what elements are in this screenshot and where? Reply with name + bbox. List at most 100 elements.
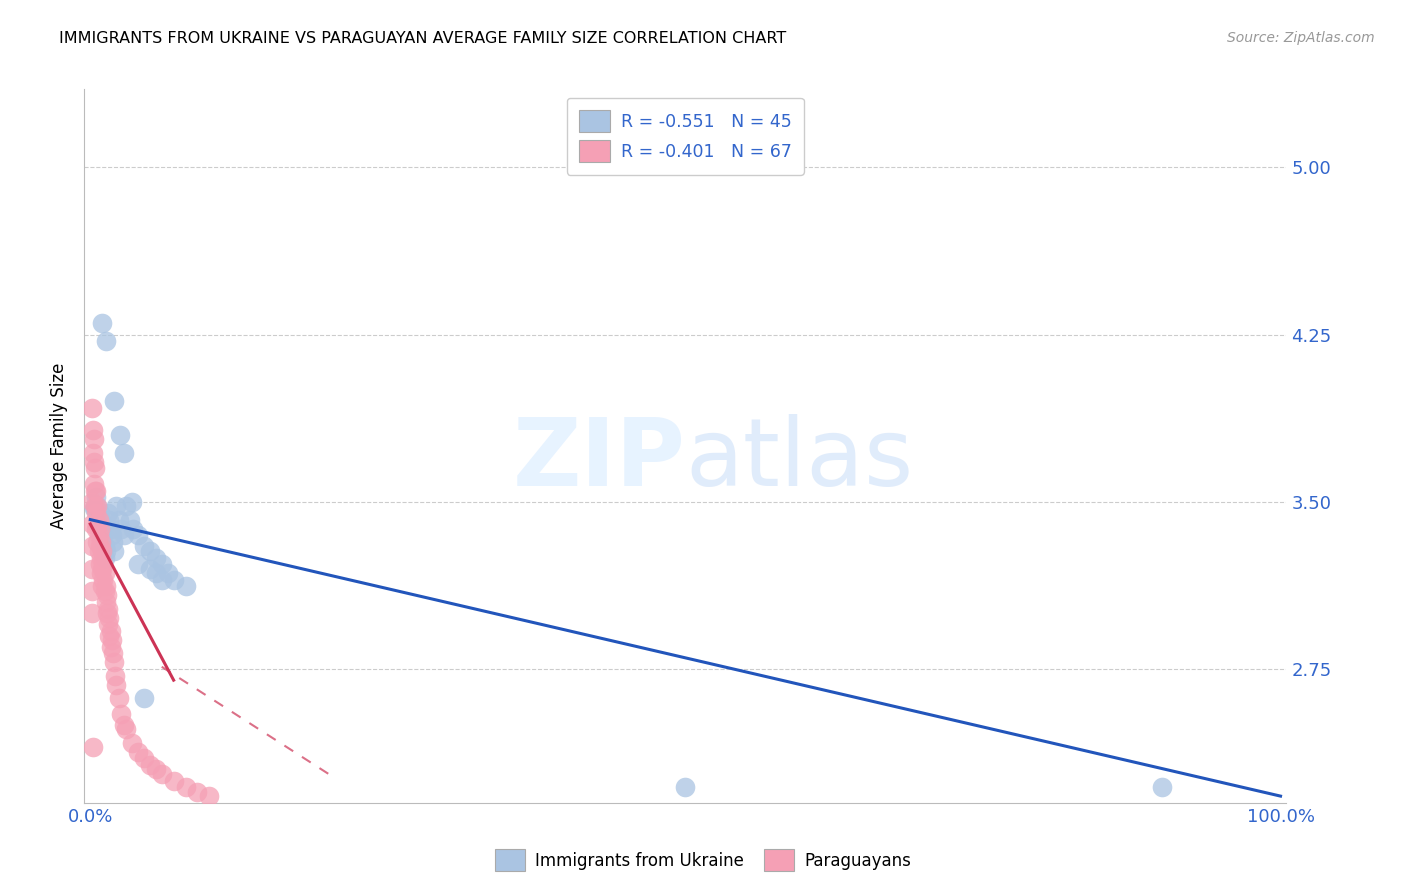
- Point: [122, 521, 145, 535]
- Point: [91, 580, 114, 594]
- Point: [80, 401, 103, 416]
- Point: [174, 580, 197, 594]
- Text: ZIP: ZIP: [513, 414, 686, 507]
- Point: [115, 500, 138, 514]
- Point: [162, 773, 184, 788]
- Point: [80, 517, 103, 532]
- Legend: Immigrants from Ukraine, Paraguayans: Immigrants from Ukraine, Paraguayans: [486, 841, 920, 880]
- Point: [82, 424, 104, 438]
- Point: [105, 678, 128, 692]
- Point: [174, 780, 197, 794]
- Point: [80, 607, 103, 621]
- Point: [86, 500, 108, 514]
- Point: [91, 521, 114, 535]
- Point: [98, 611, 121, 625]
- Point: [84, 483, 107, 498]
- Point: [91, 317, 114, 331]
- Point: [80, 494, 103, 508]
- Point: [86, 517, 108, 532]
- Point: [93, 550, 115, 565]
- Point: [93, 539, 115, 553]
- Point: [96, 607, 118, 621]
- Point: [675, 780, 697, 794]
- Y-axis label: Average Family Size: Average Family Size: [51, 363, 69, 529]
- Point: [84, 490, 107, 504]
- Point: [132, 690, 155, 705]
- Point: [145, 762, 167, 776]
- Text: IMMIGRANTS FROM UKRAINE VS PARAGUAYAN AVERAGE FAMILY SIZE CORRELATION CHART: IMMIGRANTS FROM UKRAINE VS PARAGUAYAN AV…: [59, 31, 786, 46]
- Point: [150, 573, 173, 587]
- Point: [87, 544, 110, 558]
- Point: [90, 550, 112, 565]
- Point: [127, 557, 149, 571]
- Point: [94, 334, 117, 349]
- Point: [112, 445, 135, 460]
- Point: [84, 506, 107, 520]
- Point: [150, 767, 173, 781]
- Point: [103, 544, 125, 558]
- Point: [84, 500, 107, 514]
- Point: [186, 785, 208, 799]
- Legend: R = -0.551   N = 45, R = -0.401   N = 67: R = -0.551 N = 45, R = -0.401 N = 67: [567, 98, 804, 175]
- Point: [80, 583, 103, 598]
- Point: [108, 690, 131, 705]
- Point: [90, 534, 112, 549]
- Point: [94, 580, 117, 594]
- Point: [118, 512, 141, 526]
- Point: [93, 528, 115, 542]
- Point: [108, 512, 131, 526]
- Point: [100, 528, 122, 542]
- Point: [83, 501, 105, 516]
- Point: [80, 539, 103, 553]
- Point: [145, 550, 167, 565]
- Point: [101, 646, 124, 660]
- Point: [91, 544, 114, 558]
- Point: [90, 512, 112, 526]
- Point: [101, 534, 124, 549]
- Point: [91, 562, 114, 576]
- Point: [100, 521, 122, 535]
- Point: [145, 566, 167, 581]
- Point: [156, 566, 179, 581]
- Point: [100, 640, 122, 654]
- Point: [105, 500, 128, 514]
- Point: [162, 573, 184, 587]
- Point: [93, 557, 115, 571]
- Point: [89, 539, 111, 553]
- Point: [100, 624, 122, 639]
- Point: [86, 500, 108, 514]
- Point: [112, 528, 135, 542]
- Point: [93, 566, 115, 581]
- Point: [127, 744, 149, 758]
- Point: [103, 655, 125, 669]
- Point: [104, 669, 127, 683]
- Point: [84, 483, 107, 498]
- Point: [110, 521, 132, 535]
- Point: [115, 723, 138, 737]
- Point: [94, 544, 117, 558]
- Point: [89, 506, 111, 520]
- Point: [96, 589, 118, 603]
- Point: [83, 433, 105, 447]
- Point: [94, 595, 117, 609]
- Point: [80, 562, 103, 576]
- Point: [83, 476, 105, 491]
- Point: [97, 617, 120, 632]
- Point: [97, 601, 120, 615]
- Point: [127, 528, 149, 542]
- Point: [84, 501, 107, 516]
- Point: [93, 573, 115, 587]
- Point: [198, 789, 221, 803]
- Point: [84, 521, 107, 535]
- Point: [82, 445, 104, 460]
- Point: [132, 751, 155, 765]
- Point: [1150, 780, 1173, 794]
- Point: [87, 512, 110, 526]
- Point: [121, 735, 143, 749]
- Point: [112, 717, 135, 731]
- Point: [93, 583, 115, 598]
- Point: [89, 521, 111, 535]
- Point: [83, 455, 105, 469]
- Point: [103, 394, 125, 409]
- Point: [98, 629, 121, 643]
